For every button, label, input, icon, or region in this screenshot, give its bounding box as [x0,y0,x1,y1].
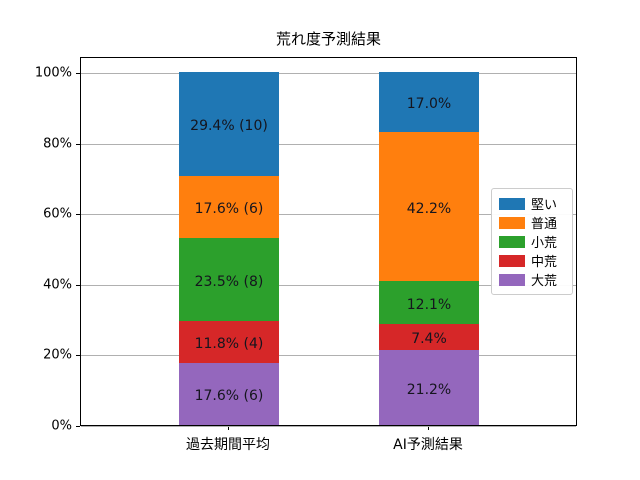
gridline [81,284,576,286]
gridline [81,214,576,216]
gridline [81,355,576,357]
y-tick-mark [76,73,80,74]
x-tick-mark [428,426,429,430]
gridline [81,73,576,74]
bar-segment-label: 7.4% [411,331,447,348]
legend-swatch [499,216,525,229]
legend-label: 小荒 [531,236,558,251]
bar-segment-大荒 [379,350,479,425]
y-tick-mark [76,426,80,427]
bar-segment-label: 12.1% [406,296,452,313]
bar-segment-普通 [179,176,279,239]
y-tick-label: 100% [34,65,72,81]
y-tick-label: 60% [43,206,72,222]
y-tick-mark [76,214,80,216]
bar-segment-小荒 [179,238,279,322]
legend-label: 大荒 [531,274,558,289]
bar-segment-label: 42.2% [406,200,452,217]
x-category-label: 過去期間平均 [186,437,270,453]
x-category-label: AI予測結果 [393,437,463,453]
y-tick-mark [76,355,80,357]
legend-swatch [499,197,525,210]
bar-segment-label: 29.4% (10) [190,118,268,135]
bar-segment-大荒 [179,362,279,425]
legend-label: 中荒 [531,255,558,270]
chart-title: 荒れ度予測結果 [275,30,381,48]
legend-swatch [499,273,525,286]
legend-swatch [499,254,525,267]
legend-swatch [499,235,525,248]
bar-segment-堅い [179,72,279,177]
y-tick-label: 80% [43,136,72,152]
bar-segment-label: 21.2% [406,381,452,398]
bar-segment-堅い [379,72,479,133]
bar-segment-普通 [379,132,479,282]
legend: 堅い普通小荒中荒大荒 [491,188,573,295]
y-tick-mark [76,284,80,286]
bar-segment-小荒 [379,281,479,325]
legend-entry-小荒: 小荒 [499,232,572,251]
legend-entry-普通: 普通 [499,213,572,232]
legend-label: 普通 [531,217,558,232]
legend-entry-大荒: 大荒 [499,270,572,289]
y-tick-label: 0% [51,418,72,434]
legend-entry-中荒: 中荒 [499,251,572,270]
bar-segment-label: 23.5% (8) [194,273,264,290]
legend-entry-堅い: 堅い [499,194,572,213]
y-tick-mark [76,143,80,145]
bar-segment-label: 11.8% (4) [194,336,264,353]
bar-segment-中荒 [179,321,279,363]
bar-segment-label: 17.6% (6) [194,387,264,404]
x-tick-mark [228,426,229,430]
gridline [81,426,576,427]
bar-segment-label: 17.6% (6) [194,201,264,218]
y-tick-label: 40% [43,277,72,293]
gridline [81,143,576,145]
bar-segment-中荒 [379,324,479,351]
legend-label: 堅い [531,198,558,213]
y-tick-label: 20% [43,347,72,363]
bar-segment-label: 17.0% [406,96,452,113]
